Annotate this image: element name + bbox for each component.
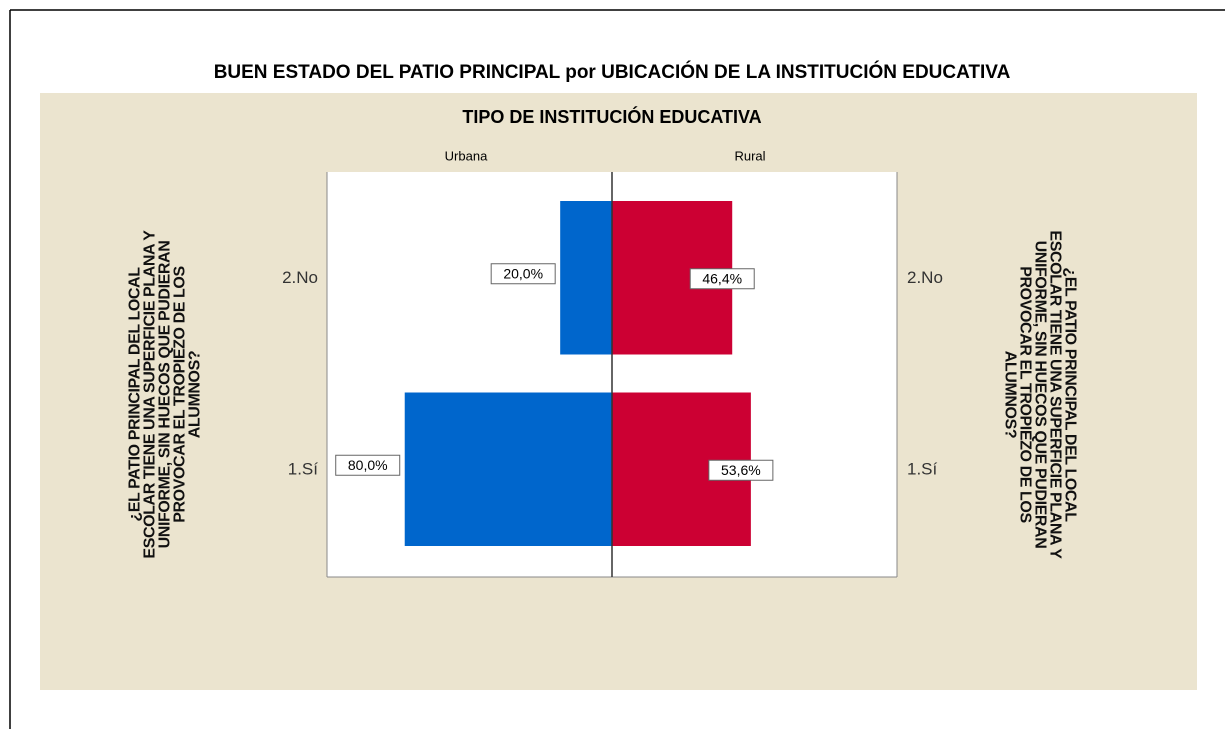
bar xyxy=(404,392,612,546)
category-label: 1.Sí xyxy=(907,460,938,479)
label-box xyxy=(335,454,401,476)
data-label: 53,6% xyxy=(721,462,761,478)
category-label: 2.No xyxy=(282,268,318,287)
series-header: Rural xyxy=(734,148,765,163)
series-header: Urbana xyxy=(445,148,488,163)
y-axis-label: ¿EL PATIO PRINCIPAL DEL LOCAL ESCOLAR TI… xyxy=(126,230,204,559)
category-label: 2.No xyxy=(907,268,943,287)
label-box xyxy=(689,268,755,290)
chart-title: BUEN ESTADO DEL PATIO PRINCIPAL por UBIC… xyxy=(214,61,1011,83)
data-label: 46,4% xyxy=(702,270,742,286)
label-box xyxy=(490,263,556,285)
data-label: 80,0% xyxy=(348,457,388,473)
data-label: 20,0% xyxy=(503,265,543,281)
y-axis-label: ¿EL PATIO PRINCIPAL DEL LOCAL ESCOLAR TI… xyxy=(1001,230,1079,559)
label-box xyxy=(708,459,774,481)
bar xyxy=(560,201,612,355)
panel-title: TIPO DE INSTITUCIÓN EDUCATIVA xyxy=(462,106,761,127)
category-label: 1.Sí xyxy=(288,460,319,479)
